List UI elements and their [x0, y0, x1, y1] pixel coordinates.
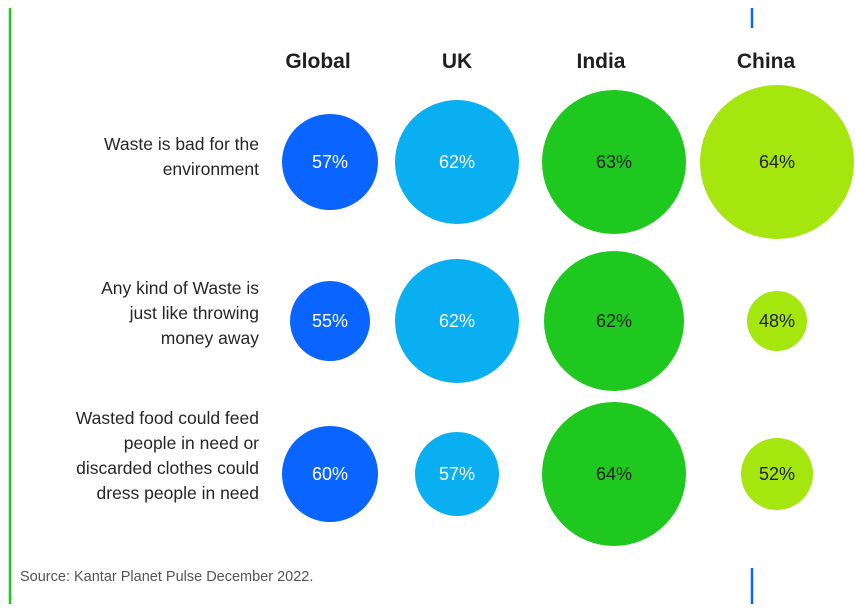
bubble-value-label: 48%: [759, 311, 795, 331]
bubble-china-row2: [747, 291, 807, 351]
row-label-line: just like throwing: [129, 303, 259, 323]
bubble-global-row1: [282, 114, 378, 210]
bubble-value-label: 60%: [312, 464, 348, 484]
row-label-line: people in need or: [123, 433, 259, 453]
source-note: Source: Kantar Planet Pulse December 202…: [20, 569, 314, 585]
bubble-global-row2: [290, 281, 370, 361]
bubble-global-row3: [282, 426, 378, 522]
bubble-uk-row2: [395, 259, 519, 383]
row-label-throwing-money: Any kind of Waste is just like throwing …: [9, 276, 259, 351]
row-label-line: money away: [160, 328, 259, 348]
bubble-value-label: 64%: [759, 152, 795, 172]
row-label-line: environment: [162, 159, 259, 179]
bubble-india-row3: [542, 402, 686, 546]
bubble-value-label: 62%: [439, 311, 475, 331]
bubble-value-label: 63%: [596, 152, 632, 172]
row-label-feed-dress: Wasted food could feed people in need or…: [9, 406, 259, 506]
bubble-uk-row1: [395, 100, 519, 224]
bubble-china-row3: [741, 438, 813, 510]
row-label-line: Waste is bad for the: [104, 134, 259, 154]
bubble-value-label: 64%: [596, 464, 632, 484]
row-label-line: Any kind of Waste is: [101, 278, 259, 298]
row-label-line: discarded clothes could: [76, 458, 259, 478]
row-label-line: Wasted food could feed: [75, 408, 259, 428]
row-label-line: dress people in need: [96, 483, 259, 503]
column-header-uk: UK: [441, 50, 473, 73]
bubble-value-label: 55%: [312, 311, 348, 331]
bubble-india-row2: [544, 251, 684, 391]
bubble-uk-row3: [415, 432, 499, 516]
bubble-india-row1: [542, 90, 686, 234]
bubble-china-row1: [700, 85, 854, 239]
column-header-india: India: [576, 50, 626, 73]
column-header-china: China: [736, 50, 796, 73]
bubble-value-label: 62%: [439, 152, 475, 172]
column-header-global: Global: [285, 50, 351, 73]
bubble-value-label: 62%: [596, 311, 632, 331]
bubble-value-label: 57%: [439, 464, 475, 484]
bubble-value-label: 57%: [312, 152, 348, 172]
row-label-waste-bad: Waste is bad for the environment: [9, 132, 259, 182]
bubble-value-label: 52%: [759, 464, 795, 484]
